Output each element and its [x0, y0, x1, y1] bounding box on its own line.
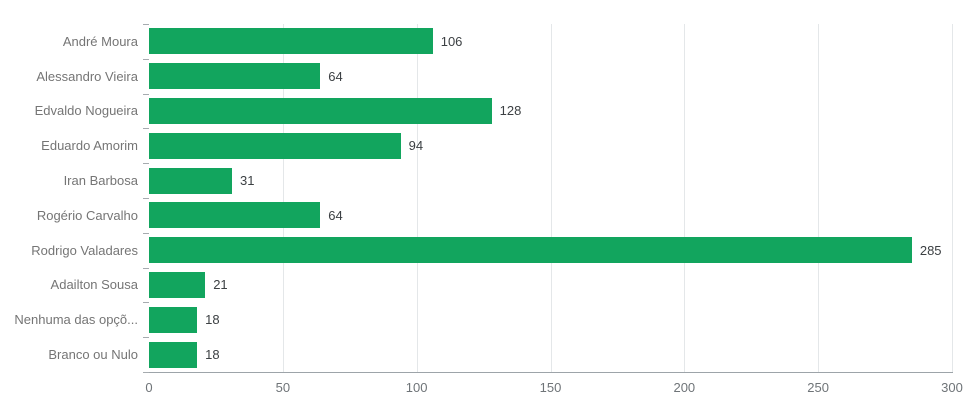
bar-value-label: 31: [239, 173, 255, 189]
y-axis-tick-mark: [143, 302, 149, 304]
gridline: [684, 24, 686, 372]
bar-row: 285: [149, 233, 952, 268]
x-axis-tick-label: 0: [145, 380, 153, 395]
bar-row: 106: [149, 24, 952, 59]
bar[interactable]: [149, 63, 321, 90]
x-axis-tick-label: 50: [275, 380, 291, 395]
gridline: [952, 24, 953, 372]
bar-row: 21: [149, 268, 952, 303]
y-axis-tick-mark: [143, 163, 149, 165]
bar[interactable]: [149, 28, 433, 55]
bar-row: 31: [149, 163, 952, 198]
bar-value-label: 128: [499, 103, 522, 119]
gridline: [550, 24, 552, 372]
bar[interactable]: [149, 132, 401, 159]
bar[interactable]: [149, 202, 321, 229]
bar[interactable]: [149, 341, 198, 368]
bar[interactable]: [149, 167, 232, 194]
category-label: André Moura: [62, 33, 138, 49]
x-axis-tick-label: 250: [807, 380, 830, 395]
bar-value-label: 106: [440, 33, 463, 49]
y-axis-tick-mark: [143, 198, 149, 199]
y-axis-tick-mark: [143, 372, 149, 373]
y-axis-tick-mark: [143, 24, 149, 25]
category-label: Edvaldo Nogueira: [34, 103, 138, 119]
bar[interactable]: [149, 271, 206, 298]
bar-value-label: 18: [205, 312, 220, 328]
bar-row: 18: [149, 337, 952, 372]
bar[interactable]: [149, 306, 198, 333]
bar-value-label: 94: [408, 138, 424, 154]
gridline: [416, 24, 418, 372]
gridline: [818, 24, 820, 372]
bar[interactable]: [149, 97, 492, 124]
bar-value-label: 285: [919, 242, 942, 258]
gridline: [282, 24, 284, 372]
category-label: Alessandro Vieira: [36, 68, 138, 84]
bar-value-label: 18: [205, 347, 220, 363]
bar-row: 64: [149, 198, 952, 233]
y-axis-tick-mark: [143, 93, 149, 95]
y-axis-tick-mark: [143, 58, 149, 60]
x-axis-tick-label: 200: [673, 380, 696, 395]
category-label: Rogério Carvalho: [36, 207, 138, 223]
category-label: Nenhuma das opçõ...: [14, 312, 138, 328]
category-label: Eduardo Amorim: [41, 138, 138, 154]
bar-value-label: 64: [328, 207, 343, 223]
x-axis-tick-label: 100: [405, 380, 428, 395]
x-axis-tick-label: 150: [539, 380, 562, 395]
category-label: Branco ou Nulo: [48, 347, 138, 363]
category-label: Rodrigo Valadares: [31, 242, 138, 258]
category-label: Iran Barbosa: [63, 173, 138, 189]
y-axis-tick-mark: [143, 267, 149, 269]
y-axis-tick-mark: [143, 128, 149, 130]
bar-row: 18: [149, 302, 952, 337]
y-axis-tick-mark: [143, 337, 149, 339]
y-axis-tick-mark: [143, 232, 149, 234]
bar-value-label: 21: [213, 277, 228, 293]
bar-value-label: 64: [328, 68, 343, 84]
bar[interactable]: [149, 237, 912, 264]
x-axis-tick-label: 300: [941, 380, 963, 395]
category-label: Adailton Sousa: [50, 277, 138, 293]
plot-area: 106 64 128 94 31 64 285 21 18 18: [149, 24, 953, 372]
x-axis-line: [149, 372, 953, 373]
bar-row: 94: [149, 128, 952, 163]
bar-row: 64: [149, 59, 952, 94]
bar-row: 128: [149, 94, 952, 129]
